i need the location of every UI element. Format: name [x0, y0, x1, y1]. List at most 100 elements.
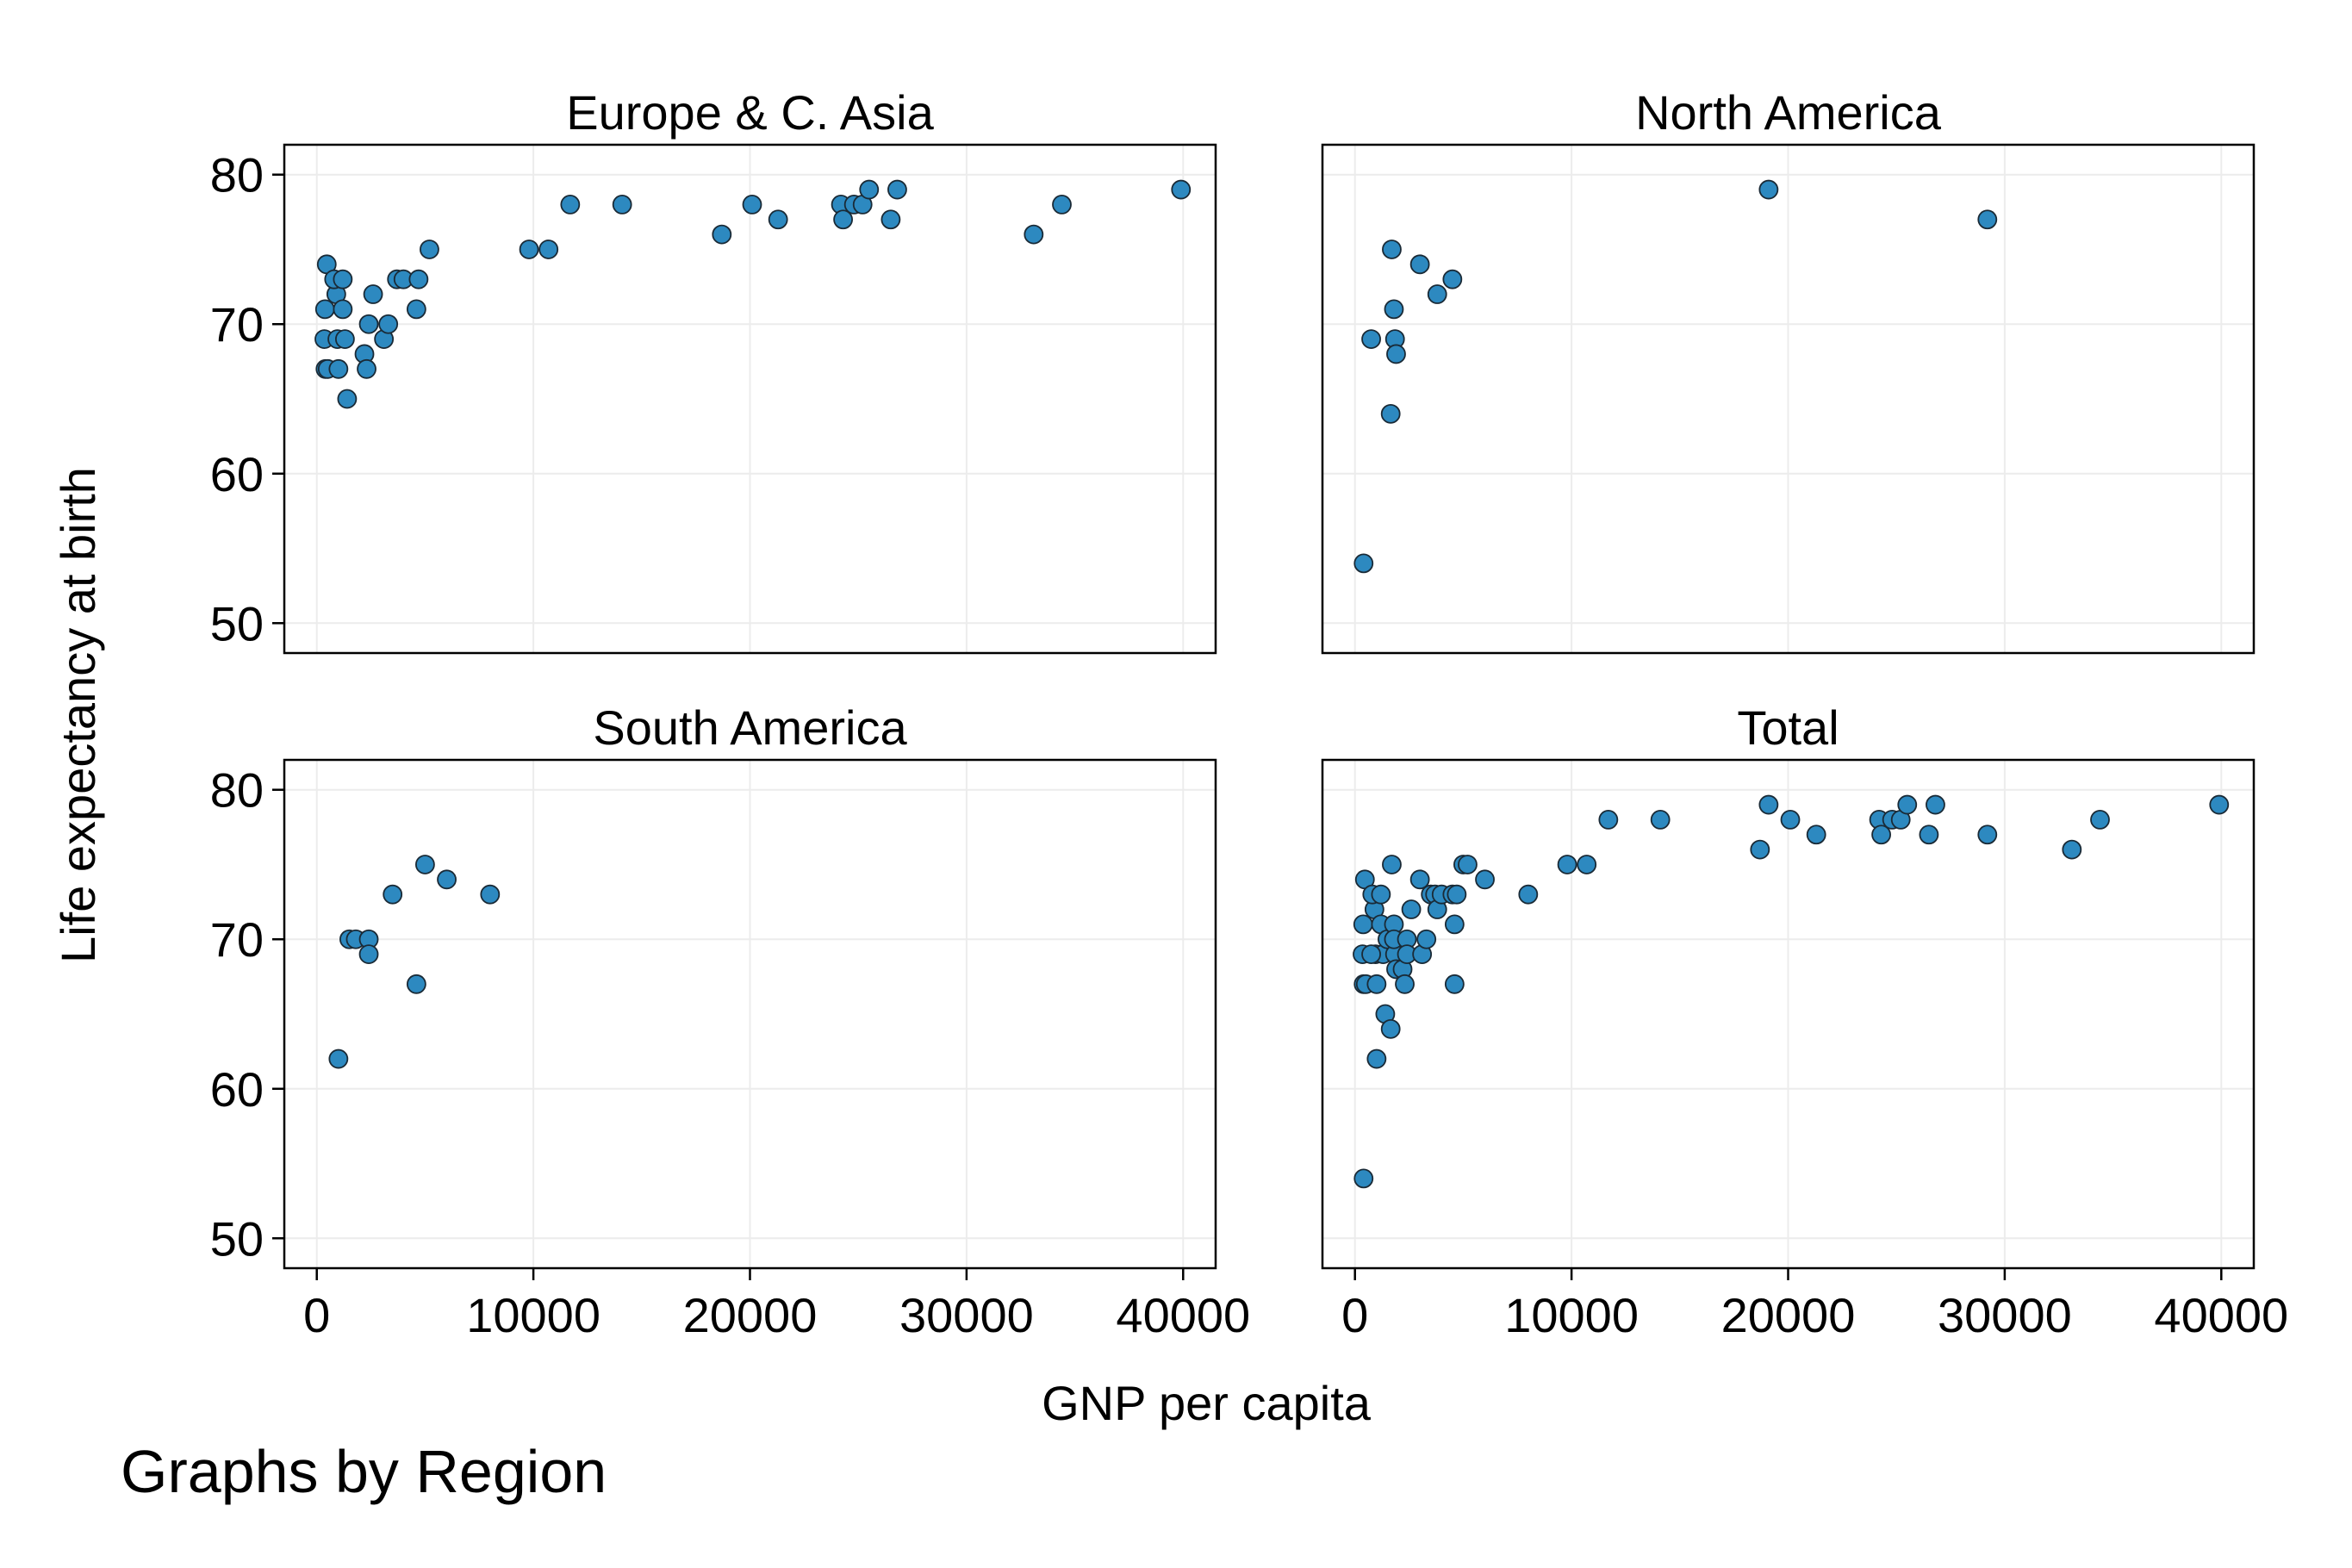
- y-tick-label: 60: [210, 447, 264, 501]
- y-tick-label: 50: [210, 1211, 264, 1266]
- data-point: [833, 209, 853, 230]
- data-point: [859, 179, 880, 200]
- data-point: [1758, 794, 1779, 815]
- x-tick-label: 20000: [683, 1288, 818, 1342]
- data-point: [328, 358, 349, 379]
- data-point: [768, 209, 788, 230]
- data-point: [334, 329, 355, 349]
- data-point: [612, 195, 632, 215]
- panel-1: North America: [1321, 85, 2256, 655]
- y-axis-title: Life expectancy at birth: [51, 467, 105, 963]
- data-point: [1598, 810, 1619, 830]
- y-tick-label: 70: [210, 912, 264, 967]
- data-point: [1366, 1048, 1387, 1069]
- panel-title: Europe & C. Asia: [566, 85, 934, 140]
- y-tick-label: 60: [210, 1062, 264, 1117]
- data-point: [1052, 195, 1072, 215]
- data-point: [1557, 855, 1577, 874]
- data-point: [1977, 209, 1998, 230]
- panel-title: South America: [593, 700, 907, 755]
- data-point: [1382, 240, 1402, 259]
- data-point: [1380, 403, 1401, 424]
- data-point: [2062, 839, 2082, 860]
- data-point: [1380, 1018, 1401, 1039]
- data-point: [357, 358, 376, 379]
- data-point: [358, 314, 379, 334]
- panels-layer: Europe & C. Asia 50 60 70 80 North America Sou…: [210, 85, 2288, 1342]
- data-point: [480, 884, 501, 905]
- data-point: [1416, 929, 1437, 949]
- data-point: [1386, 344, 1406, 364]
- data-point: [1409, 254, 1430, 275]
- data-point: [1780, 810, 1801, 830]
- data-point: [1806, 824, 1826, 845]
- data-point: [1871, 824, 1892, 845]
- graphs-by-note: Graphs by Region: [121, 1438, 607, 1505]
- data-point: [415, 855, 435, 874]
- x-axis-title: GNP per capita: [1042, 1376, 1372, 1430]
- data-point: [1171, 179, 1192, 200]
- data-point: [1442, 269, 1463, 289]
- data-point: [1409, 869, 1430, 890]
- data-point: [887, 179, 907, 200]
- data-point: [333, 299, 353, 320]
- data-point: [333, 269, 353, 289]
- x-tick-label: 10000: [466, 1288, 600, 1342]
- x-tick-label: 10000: [1504, 1288, 1639, 1342]
- data-point: [1444, 914, 1465, 935]
- data-point: [1650, 810, 1671, 830]
- panel-3: Total 0 10000 20000 30000 40000: [1321, 700, 2288, 1342]
- data-point: [1897, 794, 1918, 815]
- data-point: [1447, 884, 1467, 905]
- data-point: [1458, 855, 1478, 874]
- x-tick-label: 40000: [2154, 1288, 2288, 1342]
- panel-frame: [1321, 143, 2256, 655]
- y-tick-label: 80: [210, 763, 264, 818]
- data-point: [1361, 329, 1381, 349]
- data-point: [1366, 974, 1387, 994]
- data-point: [406, 299, 426, 320]
- x-tick-label: 40000: [1116, 1288, 1250, 1342]
- data-point: [437, 869, 457, 890]
- data-point: [1401, 899, 1422, 919]
- data-point: [406, 974, 426, 994]
- data-point: [337, 389, 358, 409]
- data-point: [1919, 824, 1939, 845]
- data-point: [1384, 299, 1404, 320]
- data-point: [2090, 810, 2110, 830]
- x-tick-label: 0: [303, 1288, 330, 1342]
- x-tick-label: 0: [1341, 1288, 1368, 1342]
- x-tick-label: 30000: [1938, 1288, 2072, 1342]
- data-point: [2209, 794, 2230, 815]
- panel-0: Europe & C. Asia 50 60 70 80: [210, 85, 1217, 655]
- data-point: [378, 314, 399, 334]
- data-point: [1518, 884, 1539, 905]
- data-point: [519, 240, 539, 259]
- panel-2: South America 50 60 70 80 0 10000 20000 30000 400…: [210, 700, 1250, 1342]
- data-point: [712, 224, 732, 245]
- y-tick-label: 50: [210, 596, 264, 650]
- data-point: [1382, 855, 1402, 874]
- data-point: [1353, 553, 1374, 574]
- data-point: [560, 195, 581, 215]
- data-point: [383, 884, 403, 905]
- data-point: [1977, 824, 1998, 845]
- y-tick-label: 70: [210, 297, 264, 352]
- data-point: [1024, 224, 1044, 245]
- data-point: [1750, 839, 1770, 860]
- y-tick-label: 80: [210, 148, 264, 202]
- data-point: [1361, 944, 1381, 964]
- x-tick-label: 30000: [899, 1288, 1034, 1342]
- data-point: [1444, 974, 1465, 994]
- data-point: [358, 944, 379, 964]
- data-point: [328, 1048, 349, 1069]
- data-point: [1353, 1168, 1374, 1189]
- data-point: [1427, 284, 1447, 304]
- data-point: [408, 269, 429, 289]
- data-point: [1371, 884, 1391, 905]
- data-point: [1353, 914, 1373, 935]
- data-point: [363, 284, 383, 304]
- data-point: [420, 240, 439, 259]
- data-point: [1926, 794, 1945, 815]
